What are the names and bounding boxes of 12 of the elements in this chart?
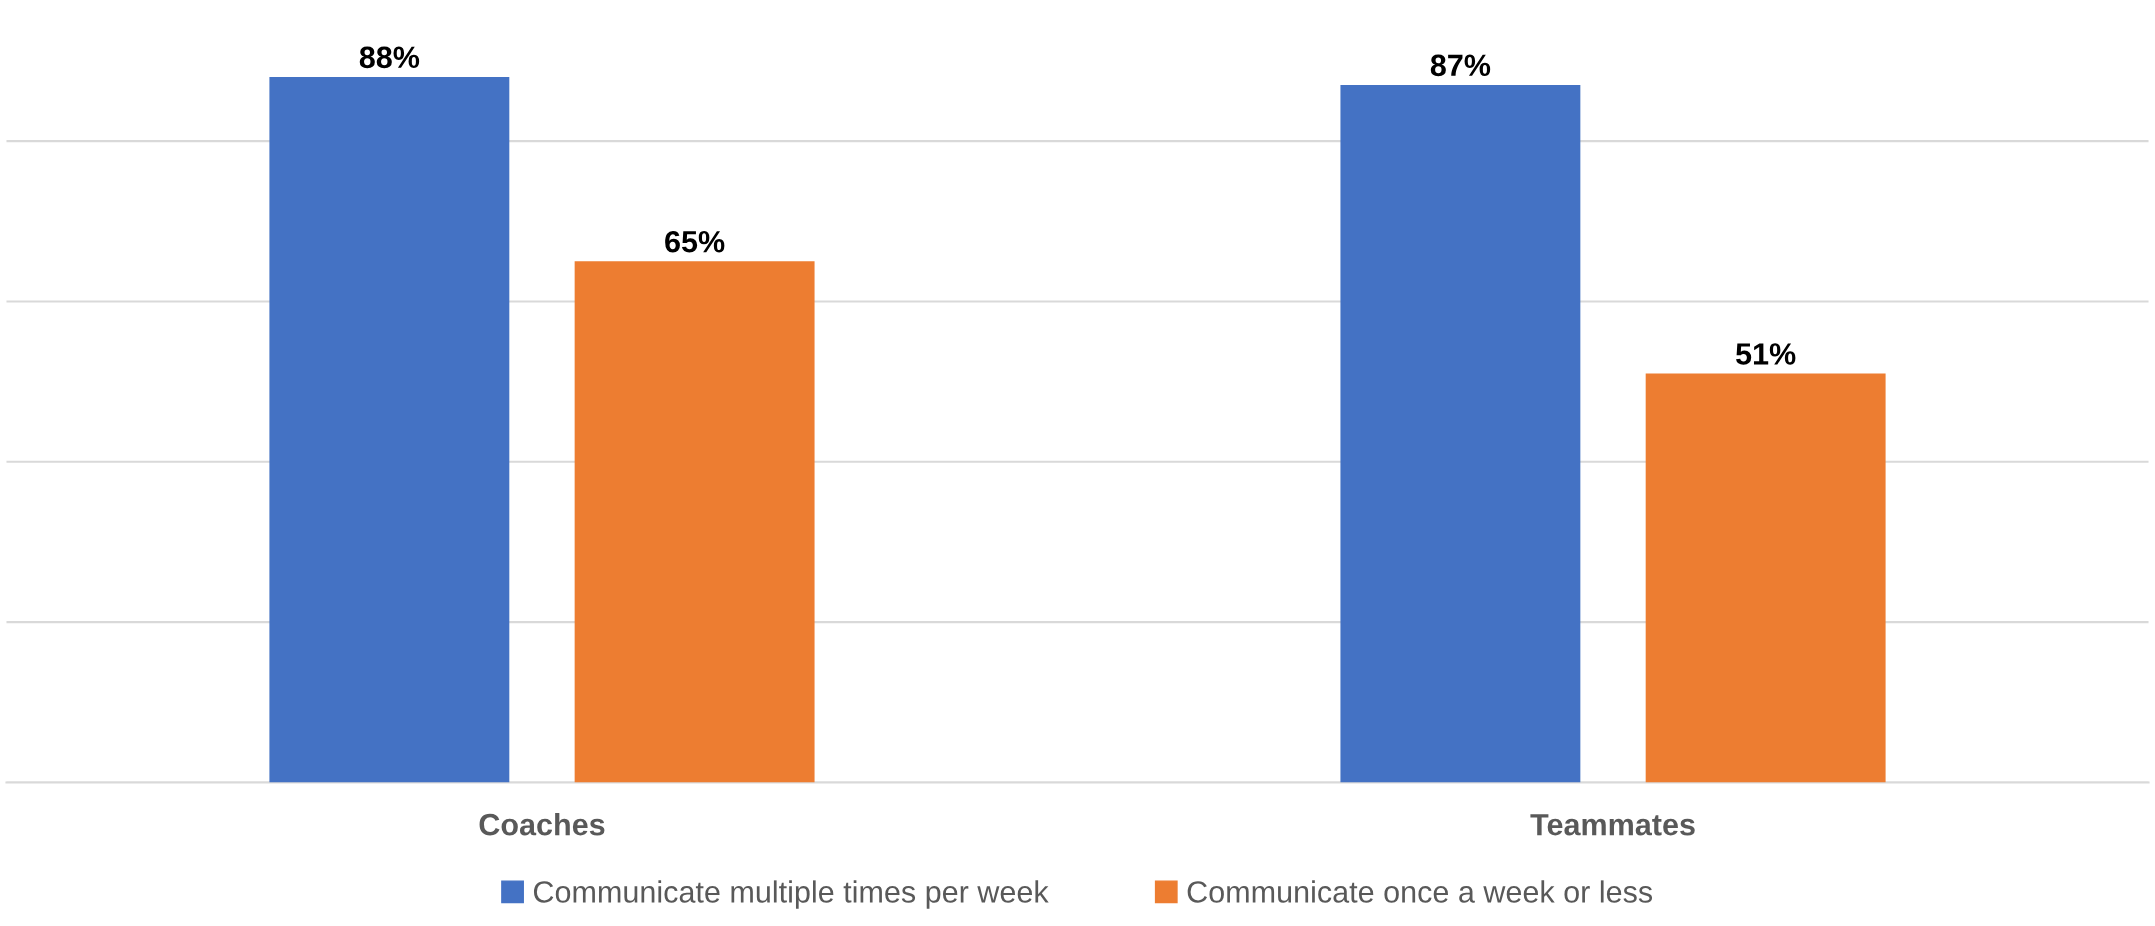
data-label: 51% — [1736, 343, 1796, 365]
bar — [574, 261, 815, 783]
x-tick-label: Coaches — [479, 813, 605, 836]
bar — [1645, 373, 1886, 783]
data-label: 87% — [1430, 54, 1491, 77]
x-tick-label: Teammates — [1530, 814, 1695, 836]
legend-label: Communicate once a week or less — [1187, 880, 1653, 903]
data-label: 65% — [665, 230, 725, 253]
legend-label: Communicate multiple times per week — [533, 880, 1049, 909]
data-label: 88% — [359, 46, 420, 69]
bar — [269, 76, 510, 783]
bar — [1340, 84, 1581, 783]
